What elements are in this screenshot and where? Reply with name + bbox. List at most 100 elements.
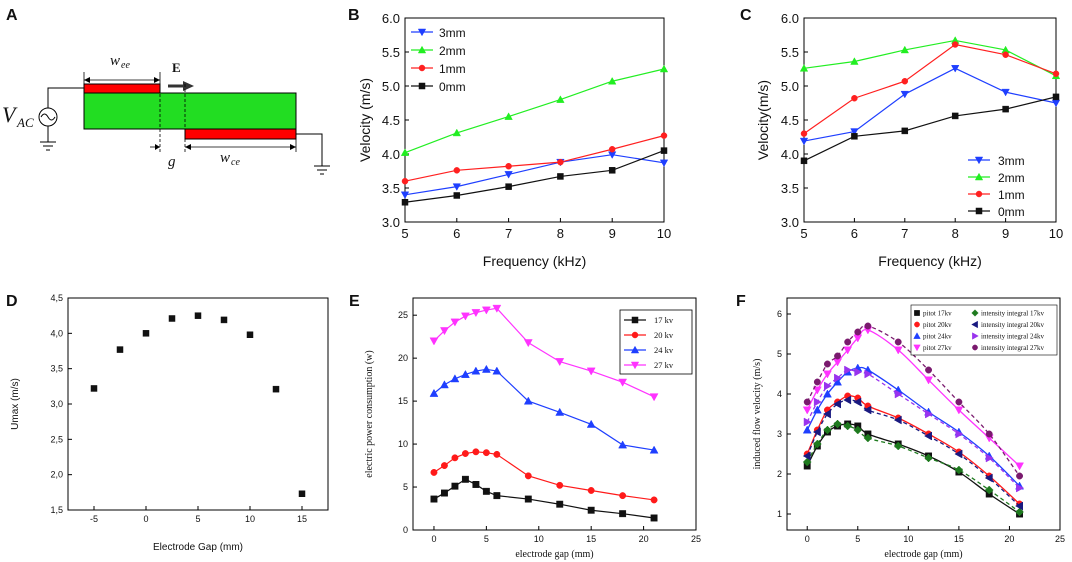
data-point bbox=[649, 393, 659, 402]
legend-label: 20 kv bbox=[654, 330, 674, 340]
data-point bbox=[430, 468, 438, 476]
data-point bbox=[823, 360, 831, 368]
panel-letter-f: F bbox=[736, 293, 746, 310]
legend-swatch-marker bbox=[417, 45, 427, 54]
legend-swatch-marker bbox=[971, 320, 978, 329]
data-point bbox=[453, 192, 461, 199]
x-tick-label: 0 bbox=[431, 534, 436, 544]
data-point bbox=[557, 173, 564, 180]
data-point bbox=[894, 338, 902, 346]
data-point bbox=[660, 132, 668, 139]
series-3mm bbox=[799, 65, 1061, 146]
data-point bbox=[440, 462, 448, 470]
series-3mm bbox=[400, 151, 669, 200]
legend-swatch-marker bbox=[418, 82, 426, 90]
data-point bbox=[800, 157, 808, 165]
data-point bbox=[803, 417, 812, 427]
plot-frame bbox=[786, 297, 1061, 531]
x-tick-label: 20 bbox=[1004, 534, 1014, 544]
y-tick-label: 3.0 bbox=[382, 215, 400, 230]
data-point bbox=[843, 421, 853, 431]
legend-label: intensity integral 17kv bbox=[981, 310, 1044, 318]
data-point bbox=[472, 481, 480, 488]
legend-swatch-marker bbox=[975, 190, 983, 198]
data-point bbox=[400, 191, 410, 200]
legend-label: 3mm bbox=[439, 26, 466, 40]
data-point bbox=[802, 406, 812, 415]
data-point bbox=[985, 430, 993, 438]
data-point bbox=[452, 128, 461, 137]
gap-arrowhead bbox=[155, 144, 160, 150]
x-tick-label: -5 bbox=[90, 514, 98, 524]
x-tick-label: 6 bbox=[851, 226, 858, 241]
data-point bbox=[461, 475, 469, 483]
data-point bbox=[649, 445, 659, 454]
legend-label: 0mm bbox=[439, 80, 466, 94]
data-point bbox=[925, 366, 933, 374]
y-tick-label: 4.0 bbox=[781, 147, 799, 162]
data-point bbox=[400, 148, 410, 156]
data-point bbox=[844, 338, 852, 346]
data-point bbox=[660, 147, 668, 154]
x-tick-label: 6 bbox=[453, 226, 460, 241]
data-point bbox=[951, 65, 960, 73]
x-tick-label: 9 bbox=[1002, 226, 1009, 241]
covered-electrode bbox=[184, 128, 297, 140]
data-point bbox=[822, 409, 831, 419]
legend-label: 0mm bbox=[998, 205, 1025, 219]
legend-swatch-marker bbox=[972, 344, 978, 351]
y-tick-label: 15 bbox=[398, 396, 408, 406]
data-point bbox=[900, 45, 909, 54]
legend-swatch-marker bbox=[913, 332, 921, 339]
data-point bbox=[471, 309, 481, 318]
x-tick-label: 15 bbox=[297, 514, 307, 524]
series-20-kv bbox=[430, 448, 658, 504]
series-line bbox=[803, 67, 1057, 142]
data-point bbox=[900, 90, 909, 99]
y-axis-label: Velocity (m/s) bbox=[357, 78, 373, 162]
data-point bbox=[493, 450, 501, 458]
ground-icon-left bbox=[40, 141, 56, 151]
y-tick-label: 20 bbox=[398, 353, 408, 363]
panel-letter-d: D bbox=[6, 293, 18, 310]
data-point bbox=[618, 440, 628, 449]
data-point bbox=[481, 364, 491, 373]
data-point bbox=[586, 367, 596, 376]
legend-box bbox=[910, 304, 1058, 356]
data-point bbox=[246, 331, 254, 338]
data-point bbox=[800, 130, 808, 137]
x-tick-label: 0 bbox=[143, 514, 148, 524]
data-point bbox=[482, 487, 490, 495]
data-point bbox=[493, 492, 501, 500]
data-point bbox=[853, 397, 862, 407]
data-point bbox=[823, 381, 832, 391]
legend-swatch-marker bbox=[914, 310, 920, 316]
data-point bbox=[812, 439, 822, 449]
source-wire-top bbox=[47, 87, 84, 108]
data-point bbox=[850, 57, 859, 65]
legend-swatch-marker bbox=[914, 321, 920, 328]
chart-d: -5 0 5 10 15 1,5 2,0 2,5 3,0 3,5 4,0 4,5 Electrode G… bbox=[10, 293, 329, 553]
data-point bbox=[555, 407, 565, 416]
legend-label: pitot 27kv bbox=[923, 344, 952, 352]
y-tick-label: 2,0 bbox=[50, 470, 63, 480]
y-tick-label: 5.5 bbox=[382, 45, 400, 60]
data-point bbox=[802, 451, 811, 461]
y-tick-label: 5.5 bbox=[781, 45, 799, 60]
legend-swatch-marker bbox=[631, 331, 639, 339]
data-point bbox=[843, 395, 852, 405]
data-point bbox=[90, 385, 98, 392]
y-tick-label: 1 bbox=[777, 509, 782, 519]
x-axis-label: electrode gap (mm) bbox=[884, 549, 962, 560]
data-point bbox=[823, 389, 832, 398]
legend-label: 2mm bbox=[439, 44, 466, 58]
data-point bbox=[853, 425, 863, 435]
data-point bbox=[924, 376, 933, 385]
series-line bbox=[404, 150, 665, 203]
data-point bbox=[272, 385, 280, 393]
legend-label: 2mm bbox=[998, 171, 1025, 185]
data-point bbox=[194, 312, 202, 319]
x-tick-label: 8 bbox=[952, 226, 959, 241]
y-tick-label: 10 bbox=[398, 439, 408, 449]
